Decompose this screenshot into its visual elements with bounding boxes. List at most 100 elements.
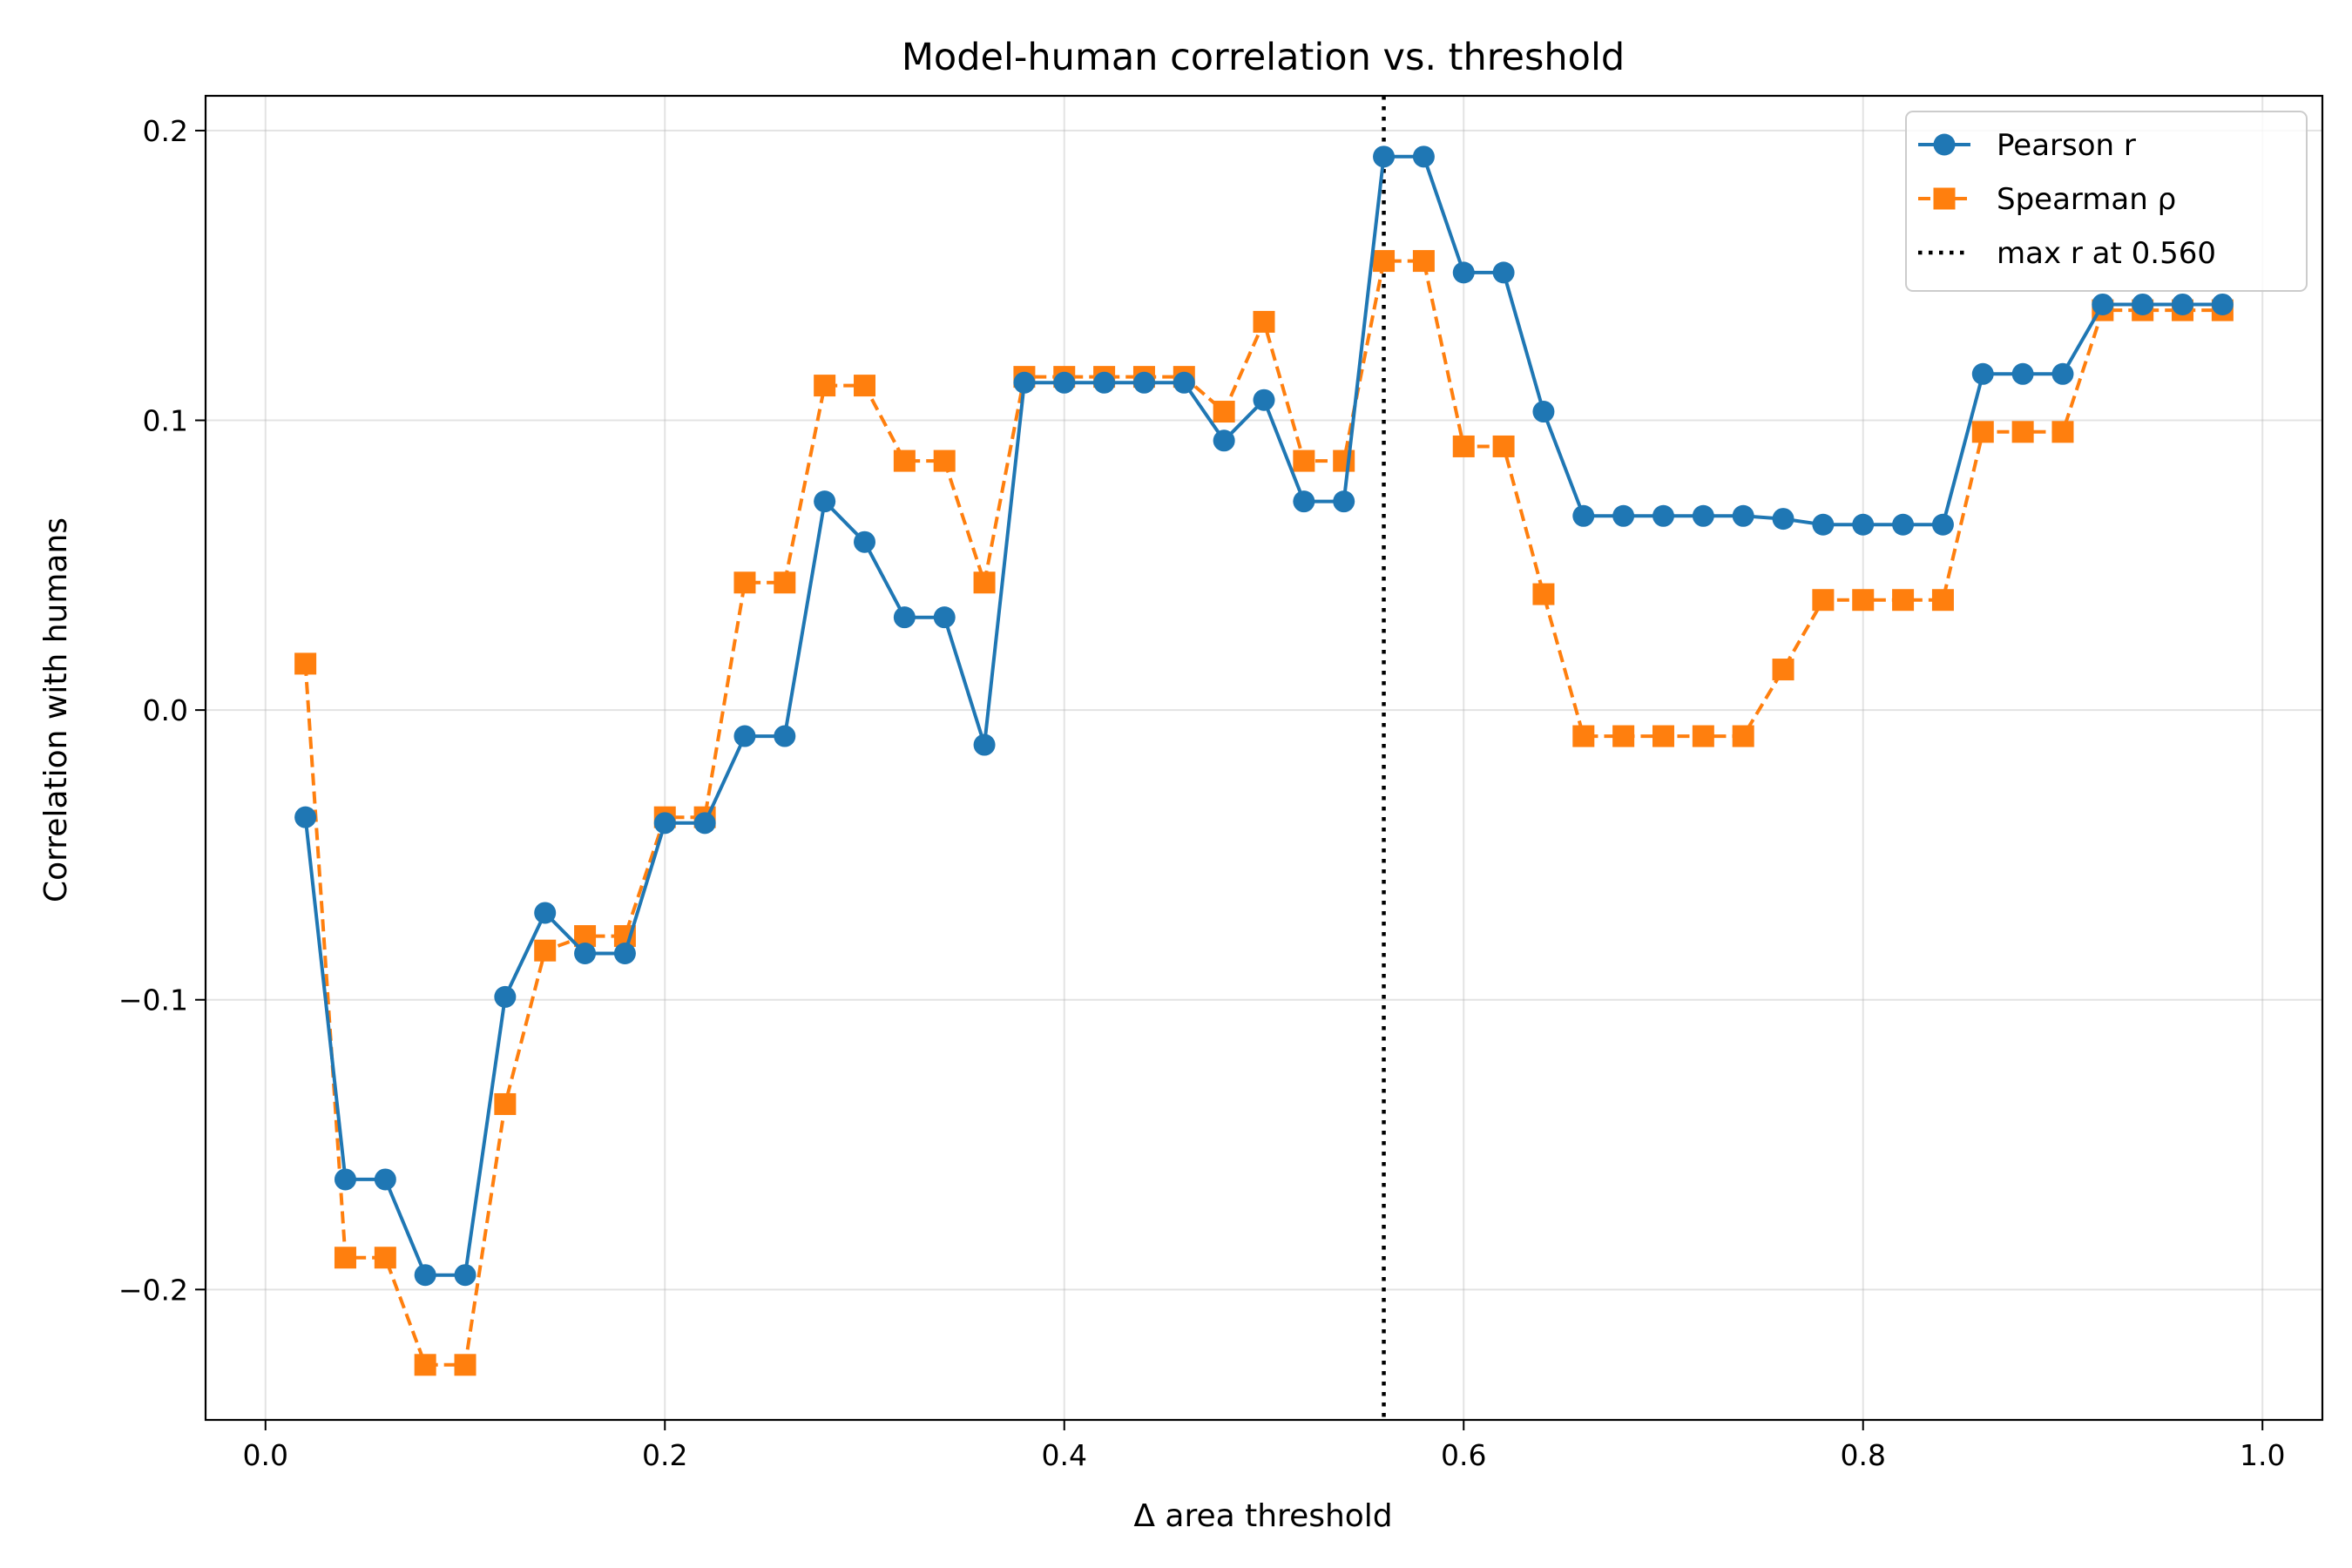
pearson-point — [653, 812, 676, 835]
pearson-point — [1452, 261, 1475, 284]
pearson-point — [1692, 504, 1714, 527]
pearson-point — [1652, 504, 1674, 527]
pearson-point — [2092, 293, 2114, 315]
pearson-series — [294, 145, 2234, 1287]
pearson-point — [374, 1168, 396, 1191]
spearman-point — [1333, 449, 1355, 472]
spearman-point — [1772, 659, 1794, 681]
pearson-point — [1053, 371, 1076, 394]
spearman-point — [1572, 725, 1595, 747]
spearman-point — [534, 939, 557, 962]
spearman-point — [733, 571, 756, 594]
pearson-point — [574, 943, 597, 965]
pearson-point — [334, 1168, 356, 1191]
y-tick-label: 0.0 — [143, 693, 188, 727]
pearson-point — [893, 606, 916, 629]
spearman-point — [854, 375, 876, 397]
spearman-point — [1732, 725, 1754, 747]
pearson-point — [1812, 513, 1835, 536]
pearson-point — [1931, 513, 1954, 536]
pearson-point — [1333, 490, 1355, 513]
spearman-point — [1373, 250, 1396, 273]
pearson-point — [1971, 362, 1994, 385]
spearman-point — [1412, 250, 1435, 273]
pearson-point — [693, 812, 716, 835]
spearman-point — [334, 1247, 356, 1269]
pearson-point — [733, 725, 756, 747]
y-tick-label: −0.1 — [118, 983, 188, 1017]
pearson-point — [973, 733, 996, 756]
x-tick-label: 0.6 — [1441, 1438, 1486, 1472]
spearman-point — [1452, 435, 1475, 457]
spearman-point — [893, 449, 916, 472]
pearson-point — [1772, 508, 1794, 531]
spearman-point — [1692, 725, 1714, 747]
pearson-point — [814, 490, 836, 513]
pearson-point — [1373, 145, 1396, 168]
spearman-point — [414, 1354, 436, 1376]
pearson-point — [774, 725, 796, 747]
spearman-point — [933, 449, 956, 472]
pearson-point — [1093, 371, 1116, 394]
x-tick-label: 0.0 — [243, 1438, 288, 1472]
legend-box — [1905, 111, 2308, 292]
pearson-point — [854, 531, 876, 553]
pearson-point — [1132, 371, 1155, 394]
spearman-point — [1971, 421, 1994, 443]
x-tick-label: 1.0 — [2240, 1438, 2285, 1472]
spearman-point — [1852, 589, 1875, 612]
spearman-point — [1892, 589, 1915, 612]
spearman-point — [2051, 421, 2074, 443]
spearman-point — [1492, 435, 1515, 457]
pearson-point — [1412, 145, 1435, 168]
spearman-point — [1612, 725, 1635, 747]
pearson-point — [2211, 293, 2234, 315]
pearson-point — [534, 902, 557, 924]
legend-ref-label: max r at 0.560 — [1997, 236, 2216, 271]
pearson-point — [494, 985, 517, 1008]
pearson-point — [2172, 293, 2194, 315]
x-tick-label: 0.8 — [1840, 1438, 1885, 1472]
pearson-point — [294, 806, 317, 828]
y-axis-title: Correlation with humans — [38, 517, 74, 902]
spearman-point — [774, 571, 796, 594]
pearson-point — [1852, 513, 1875, 536]
chart-title: Model-human correlation vs. threshold — [902, 36, 1625, 79]
pearson-point — [1892, 513, 1915, 536]
spearman-series — [294, 250, 2234, 1376]
x-tick-label: 0.4 — [1042, 1438, 1087, 1472]
pearson-point — [1013, 371, 1036, 394]
y-tick-label: 0.1 — [143, 404, 188, 438]
pearson-point — [933, 606, 956, 629]
x-axis-title: Δ area threshold — [1133, 1498, 1392, 1534]
pearson-point — [1612, 504, 1635, 527]
y-tick-label: −0.2 — [118, 1273, 188, 1307]
pearson-point — [1293, 490, 1315, 513]
spearman-point — [1652, 725, 1674, 747]
spearman-point — [494, 1092, 517, 1115]
pearson-point — [2051, 362, 2074, 385]
pearson-point — [1173, 371, 1195, 394]
pearson-point — [2011, 362, 2034, 385]
spearman-point — [1931, 589, 1954, 612]
legend-pearson-label: Pearson r — [1997, 128, 2136, 163]
spearman-point — [1213, 401, 1235, 423]
spearman-point — [454, 1354, 476, 1376]
pearson-point — [454, 1264, 476, 1287]
pearson-point — [1253, 389, 1275, 411]
spearman-point — [1532, 583, 1555, 605]
spearman-point — [294, 652, 317, 675]
plot-frame — [204, 94, 2324, 1422]
pearson-point — [1572, 504, 1595, 527]
pearson-point — [1732, 504, 1754, 527]
pearson-point — [2132, 293, 2154, 315]
x-tick-label: 0.2 — [642, 1438, 687, 1472]
spearman-point — [814, 375, 836, 397]
spearman-point — [374, 1247, 396, 1269]
spearman-point — [1293, 449, 1315, 472]
legend-spearman-marker — [1933, 187, 1956, 210]
pearson-point — [613, 943, 636, 965]
y-tick-label: 0.2 — [143, 114, 188, 148]
legend-spearman-label: Spearman ρ — [1997, 182, 2176, 217]
